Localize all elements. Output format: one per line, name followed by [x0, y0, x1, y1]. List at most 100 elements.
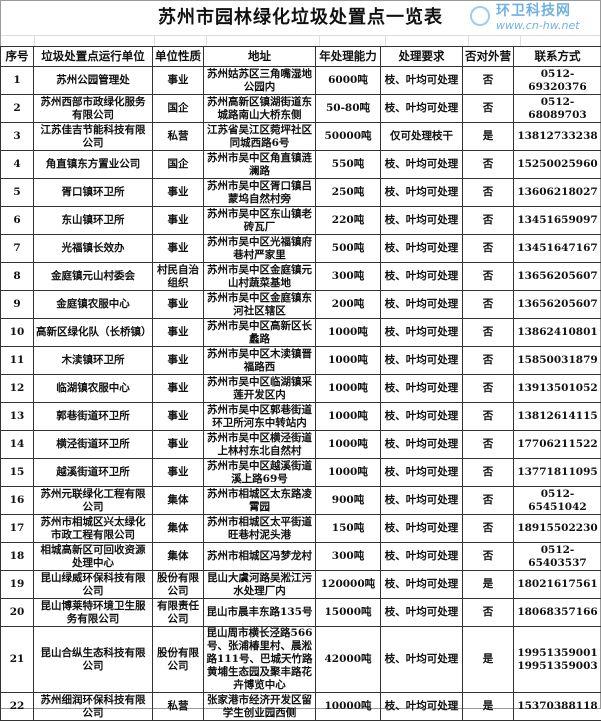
cell-index: 18 — [1, 543, 34, 571]
cell-address: 苏州市吴中区角直镇涟澜路 — [204, 151, 316, 179]
cell-index: 7 — [1, 235, 34, 263]
cell-operator: 苏州公园管理处 — [34, 67, 153, 95]
cell-external: 否 — [463, 431, 514, 459]
cell-type: 事业 — [153, 235, 204, 263]
cell-external: 否 — [463, 179, 514, 207]
cell-contact: 0512-69320376 — [514, 67, 601, 95]
cell-index: 15 — [1, 459, 34, 487]
cell-operator: 相城高新区可回收资源处理中心 — [34, 543, 153, 571]
cell-requirement: 枝、叶均可处理 — [381, 403, 463, 431]
cell-address: 苏州市吴中区东山镇老砖瓦厂 — [204, 207, 316, 235]
cell-type: 事业 — [153, 431, 204, 459]
cell-contact: 0512-68089703 — [514, 95, 601, 123]
cell-operator: 金庭镇元山村委会 — [34, 263, 153, 291]
cell-contact: 17706211522 — [514, 431, 601, 459]
cell-index: 20 — [1, 599, 34, 627]
cell-operator: 苏州市相城区兴太绿化市政工程有限公司 — [34, 515, 153, 543]
cell-requirement: 枝、叶均可处理 — [381, 571, 463, 599]
cell-requirement: 枝、叶均可处理 — [381, 515, 463, 543]
cell-index: 21 — [1, 627, 34, 693]
cell-index: 12 — [1, 375, 34, 403]
cell-operator: 江苏佳吉节能科技有限公司 — [34, 123, 153, 151]
cell-external: 是 — [463, 571, 514, 599]
cell-contact: 0512-65451042 — [514, 487, 601, 515]
cell-type: 事业 — [153, 403, 204, 431]
cell-contact: 15850031879 — [514, 347, 601, 375]
cell-address: 苏州市吴中区临湖镇采莲开发区内 — [204, 375, 316, 403]
cell-type: 集体 — [153, 487, 204, 515]
cell-external: 是 — [463, 627, 514, 693]
cell-operator: 临湖镇农服中心 — [34, 375, 153, 403]
cell-external: 是 — [463, 693, 514, 721]
header-col-index: 序号 — [1, 47, 34, 67]
cell-requirement: 枝、叶均可处理 — [381, 235, 463, 263]
cell-type: 村民自治组织 — [153, 263, 204, 291]
cell-contact: 13451647167 — [514, 235, 601, 263]
cell-operator: 苏州西部市政绿化服务有限公司 — [34, 95, 153, 123]
cell-capacity: 300吨 — [316, 263, 381, 291]
blank-row — [1, 35, 600, 46]
cell-requirement: 枝、叶均可处理 — [381, 347, 463, 375]
cell-type: 私营 — [153, 693, 204, 721]
cell-operator: 苏州元联绿化工程有限公司 — [34, 487, 153, 515]
cell-address: 张家港市经济开发区留学生创业园西侧 — [204, 693, 316, 721]
cell-type: 集体 — [153, 515, 204, 543]
cell-index: 10 — [1, 319, 34, 347]
cell-operator: 昆山合纵生态科技有限公司 — [34, 627, 153, 693]
cell-address: 苏州市吴中区胥口镇吕蒙坞自然村旁 — [204, 179, 316, 207]
cell-requirement: 枝、叶均可处理 — [381, 459, 463, 487]
cell-requirement: 枝、叶均可处理 — [381, 67, 463, 95]
cell-operator: 东山镇环卫所 — [34, 207, 153, 235]
cell-external: 否 — [463, 375, 514, 403]
header-col-requirement: 处理要求 — [381, 47, 463, 67]
cell-address: 苏州市吴中区金庭镇东河社区辖区 — [204, 291, 316, 319]
cell-index: 6 — [1, 207, 34, 235]
cell-address: 苏州市相城区冯梦龙村 — [204, 543, 316, 571]
cell-external: 否 — [463, 515, 514, 543]
cell-capacity: 1000吨 — [316, 319, 381, 347]
cell-contact: 13862410801 — [514, 319, 601, 347]
cell-operator: 光福镇长效办 — [34, 235, 153, 263]
cell-operator: 横泾街道环卫所 — [34, 431, 153, 459]
cell-external: 是 — [463, 123, 514, 151]
cell-index: 13 — [1, 403, 34, 431]
cell-requirement: 枝、叶均可处理 — [381, 487, 463, 515]
cell-requirement: 枝、叶均可处理 — [381, 431, 463, 459]
cell-capacity: 250吨 — [316, 179, 381, 207]
cell-operator: 昆山绿威环保科技有限公司 — [34, 571, 153, 599]
cell-external: 否 — [463, 151, 514, 179]
cell-requirement: 枝、叶均可处理 — [381, 95, 463, 123]
cell-capacity: 50000吨 — [316, 123, 381, 151]
cell-contact: 15250025960 — [514, 151, 601, 179]
cell-address: 苏州市吴中区越溪街道溪上路69号 — [204, 459, 316, 487]
cell-type: 有限责任公司 — [153, 599, 204, 627]
cell-index: 1 — [1, 67, 34, 95]
cell-type: 事业 — [153, 179, 204, 207]
cell-address: 苏州市吴中区木渎镇晋福路西 — [204, 347, 316, 375]
cell-external: 否 — [463, 207, 514, 235]
cell-type: 股份有限公司 — [153, 571, 204, 599]
cell-contact: 13451659097 — [514, 207, 601, 235]
cell-operator: 角直镇东方置业公司 — [34, 151, 153, 179]
header-row: 序号垃圾处置点运行单位单位性质地址年处理能力处理要求否对外营联系方式 — [1, 47, 601, 67]
header-col-type: 单位性质 — [153, 47, 204, 67]
cell-address: 苏州高新区镇湖街道东城路南山大桥东侧 — [204, 95, 316, 123]
cell-operator: 苏州细润环保科技有限公司 — [34, 693, 153, 721]
cell-capacity: 10000吨 — [316, 693, 381, 721]
cell-contact: 15370388118 — [514, 693, 601, 721]
cell-type: 事业 — [153, 291, 204, 319]
cell-address: 苏州市吴中区金庭镇元山村蔬菜基地 — [204, 263, 316, 291]
cell-address: 昆山市晨丰东路135号 — [204, 599, 316, 627]
cell-contact: 18915502230 — [514, 515, 601, 543]
cell-contact: 18068357166 — [514, 599, 601, 627]
cell-requirement: 仅可处理枝干 — [381, 123, 463, 151]
